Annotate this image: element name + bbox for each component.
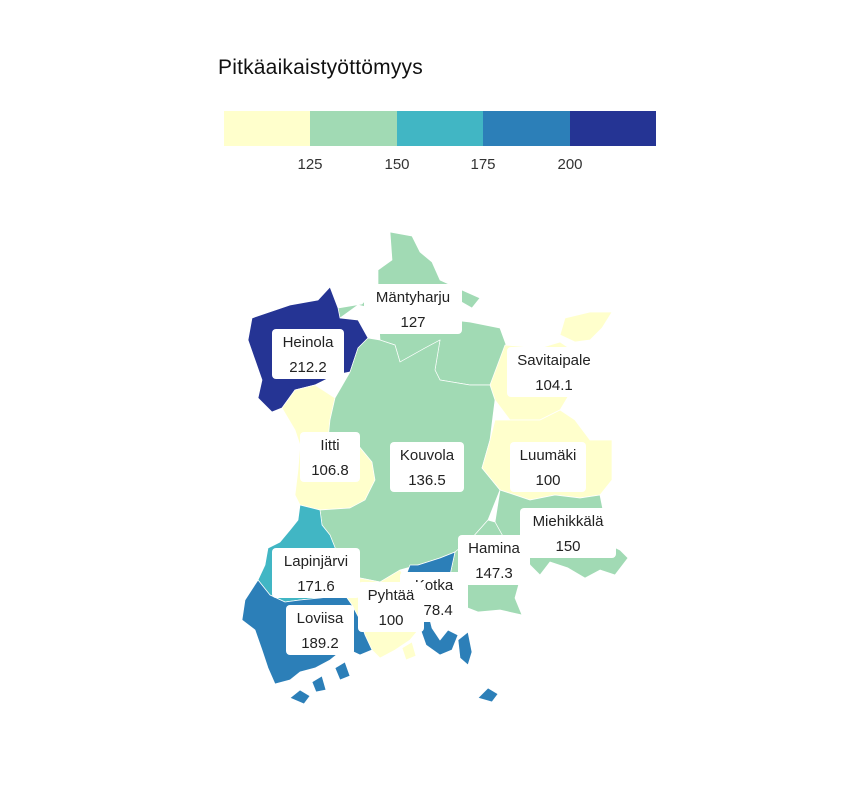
municipality-name: Kotka	[415, 577, 454, 594]
municipality-value: 150	[555, 538, 580, 555]
label-box	[458, 535, 530, 585]
label-box	[358, 582, 424, 632]
municipality-value: 147.3	[475, 565, 513, 582]
municipality-value: 136.5	[408, 472, 446, 489]
label-box	[300, 432, 360, 482]
legend-tick-200: 200	[557, 156, 583, 173]
municipality-name: Hamina	[468, 540, 520, 557]
municipality-value: 212.2	[289, 359, 327, 376]
municipality-name: Lapinjärvi	[284, 553, 348, 570]
municipality-value: 171.6	[297, 578, 335, 595]
legend-swatch-2	[310, 111, 397, 146]
municipality-value: 100	[535, 472, 560, 489]
municipality-value: 127	[400, 314, 425, 331]
label-kouvola: Kouvola 136.5	[390, 442, 464, 492]
municipality-value: 104.1	[535, 377, 573, 394]
legend-swatch-5	[569, 111, 656, 146]
municipality-name: Miehikkälä	[533, 513, 605, 530]
legend-swatch-1	[224, 111, 311, 146]
municipality-name: Pyhtää	[368, 587, 415, 604]
label-box	[520, 508, 616, 558]
label-lapinjarvi: Lapinjärvi 171.6	[272, 548, 360, 598]
legend-tick-125: 125	[297, 156, 323, 173]
label-savitaipale: Savitaipale 104.1	[507, 347, 601, 397]
label-box	[286, 605, 354, 655]
label-luumaki: Luumäki 100	[510, 442, 586, 492]
label-box	[510, 442, 586, 492]
municipality-value: 189.2	[301, 635, 339, 652]
label-mantyharju: Mäntyharju 127	[364, 284, 462, 334]
legend-tick-175: 175	[470, 156, 496, 173]
label-box	[390, 442, 464, 492]
label-box	[272, 329, 344, 379]
municipality-value: 100	[378, 612, 403, 629]
legend-tick-150: 150	[384, 156, 410, 173]
legend-title: Pitkäaikaistyöttömyys	[218, 56, 423, 79]
municipality-name: Heinola	[283, 334, 335, 351]
legend-swatch-3	[396, 111, 484, 146]
municipality-name: Savitaipale	[517, 352, 590, 369]
label-heinola: Heinola 212.2	[272, 329, 344, 379]
municipality-name: Luumäki	[520, 447, 577, 464]
legend-color-bar	[224, 111, 656, 146]
municipality-value: 106.8	[311, 462, 349, 479]
municipality-value: 178.4	[415, 602, 453, 619]
label-miehikkala: Miehikkälä 150	[520, 508, 616, 558]
label-box	[364, 284, 462, 334]
label-iitti: Iitti 106.8	[300, 432, 360, 482]
map-labels: Mäntyharju 127 Heinola 212.2 Savitaipale…	[272, 284, 616, 655]
label-pyhtaa: Pyhtää 100	[358, 582, 424, 632]
legend-swatch-4	[483, 111, 570, 146]
municipality-name: Loviisa	[297, 610, 344, 627]
municipality-name: Kouvola	[400, 447, 455, 464]
label-hamina: Hamina 147.3	[458, 535, 530, 585]
label-box	[272, 548, 360, 598]
label-loviisa: Loviisa 189.2	[286, 605, 354, 655]
label-box	[507, 347, 601, 397]
municipality-name: Mäntyharju	[376, 289, 450, 306]
municipality-name: Iitti	[320, 437, 339, 454]
